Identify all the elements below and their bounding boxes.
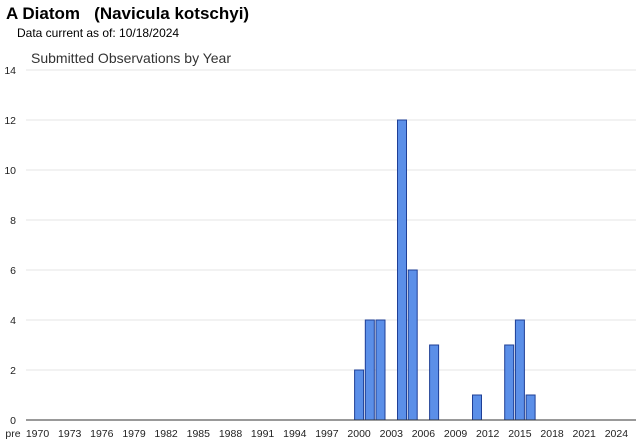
x-tick-label: 1979 [122, 428, 146, 440]
x-tick-label: 1976 [90, 428, 114, 440]
x-tick-label: 1985 [187, 428, 211, 440]
x-tick-label: 2015 [508, 428, 532, 440]
page-title: A Diatom (Navicula kotschyi) [6, 4, 250, 23]
y-tick-label: 8 [10, 215, 16, 227]
bar-2005 [407, 269, 418, 421]
x-tick-label: 1991 [251, 428, 275, 440]
gridlines [26, 69, 636, 371]
x-tick-label: 1994 [283, 428, 307, 440]
x-tick-label: 2003 [380, 428, 404, 440]
y-axis-ticks: 0 2 4 6 8 10 12 14 [4, 65, 16, 427]
bar-2014 [504, 344, 515, 421]
bar-2001 [364, 319, 375, 421]
data-current-label: Data current as of: 10/18/2024 [17, 26, 180, 40]
bar-2002 [375, 319, 386, 421]
x-axis-ticks: pre 1970 1973 1976 1979 1982 1985 1988 1991 1994 1… [5, 428, 628, 440]
bar-2011 [472, 394, 482, 421]
y-tick-label: 6 [10, 265, 16, 277]
bar-2000 [354, 369, 365, 421]
x-tick-label: 2009 [444, 428, 468, 440]
bar-2004 [397, 119, 407, 421]
x-tick-label: 2000 [347, 428, 371, 440]
x-tick-label: pre [5, 428, 20, 440]
x-tick-label: 2018 [540, 428, 564, 440]
y-tick-label: 2 [10, 365, 16, 377]
y-tick-label: 12 [4, 115, 16, 127]
x-tick-label: 2006 [412, 428, 436, 440]
x-tick-label: 2012 [476, 428, 500, 440]
y-tick-label: 0 [10, 415, 16, 427]
x-tick-label: 2024 [605, 428, 629, 440]
bar-2015 [514, 319, 525, 421]
bar-2007 [429, 344, 440, 421]
x-tick-label: 1997 [315, 428, 339, 440]
bar-2016 [525, 394, 536, 421]
chart-title: Submitted Observations by Year [31, 50, 231, 66]
x-tick-label: 1982 [154, 428, 178, 440]
x-tick-label: 1988 [219, 428, 243, 440]
y-tick-label: 4 [10, 315, 16, 327]
y-tick-label: 14 [4, 65, 16, 77]
x-tick-label: 2021 [573, 428, 597, 440]
x-tick-label: 1973 [58, 428, 82, 440]
x-tick-label: 1970 [26, 428, 50, 440]
y-tick-label: 10 [4, 165, 16, 177]
